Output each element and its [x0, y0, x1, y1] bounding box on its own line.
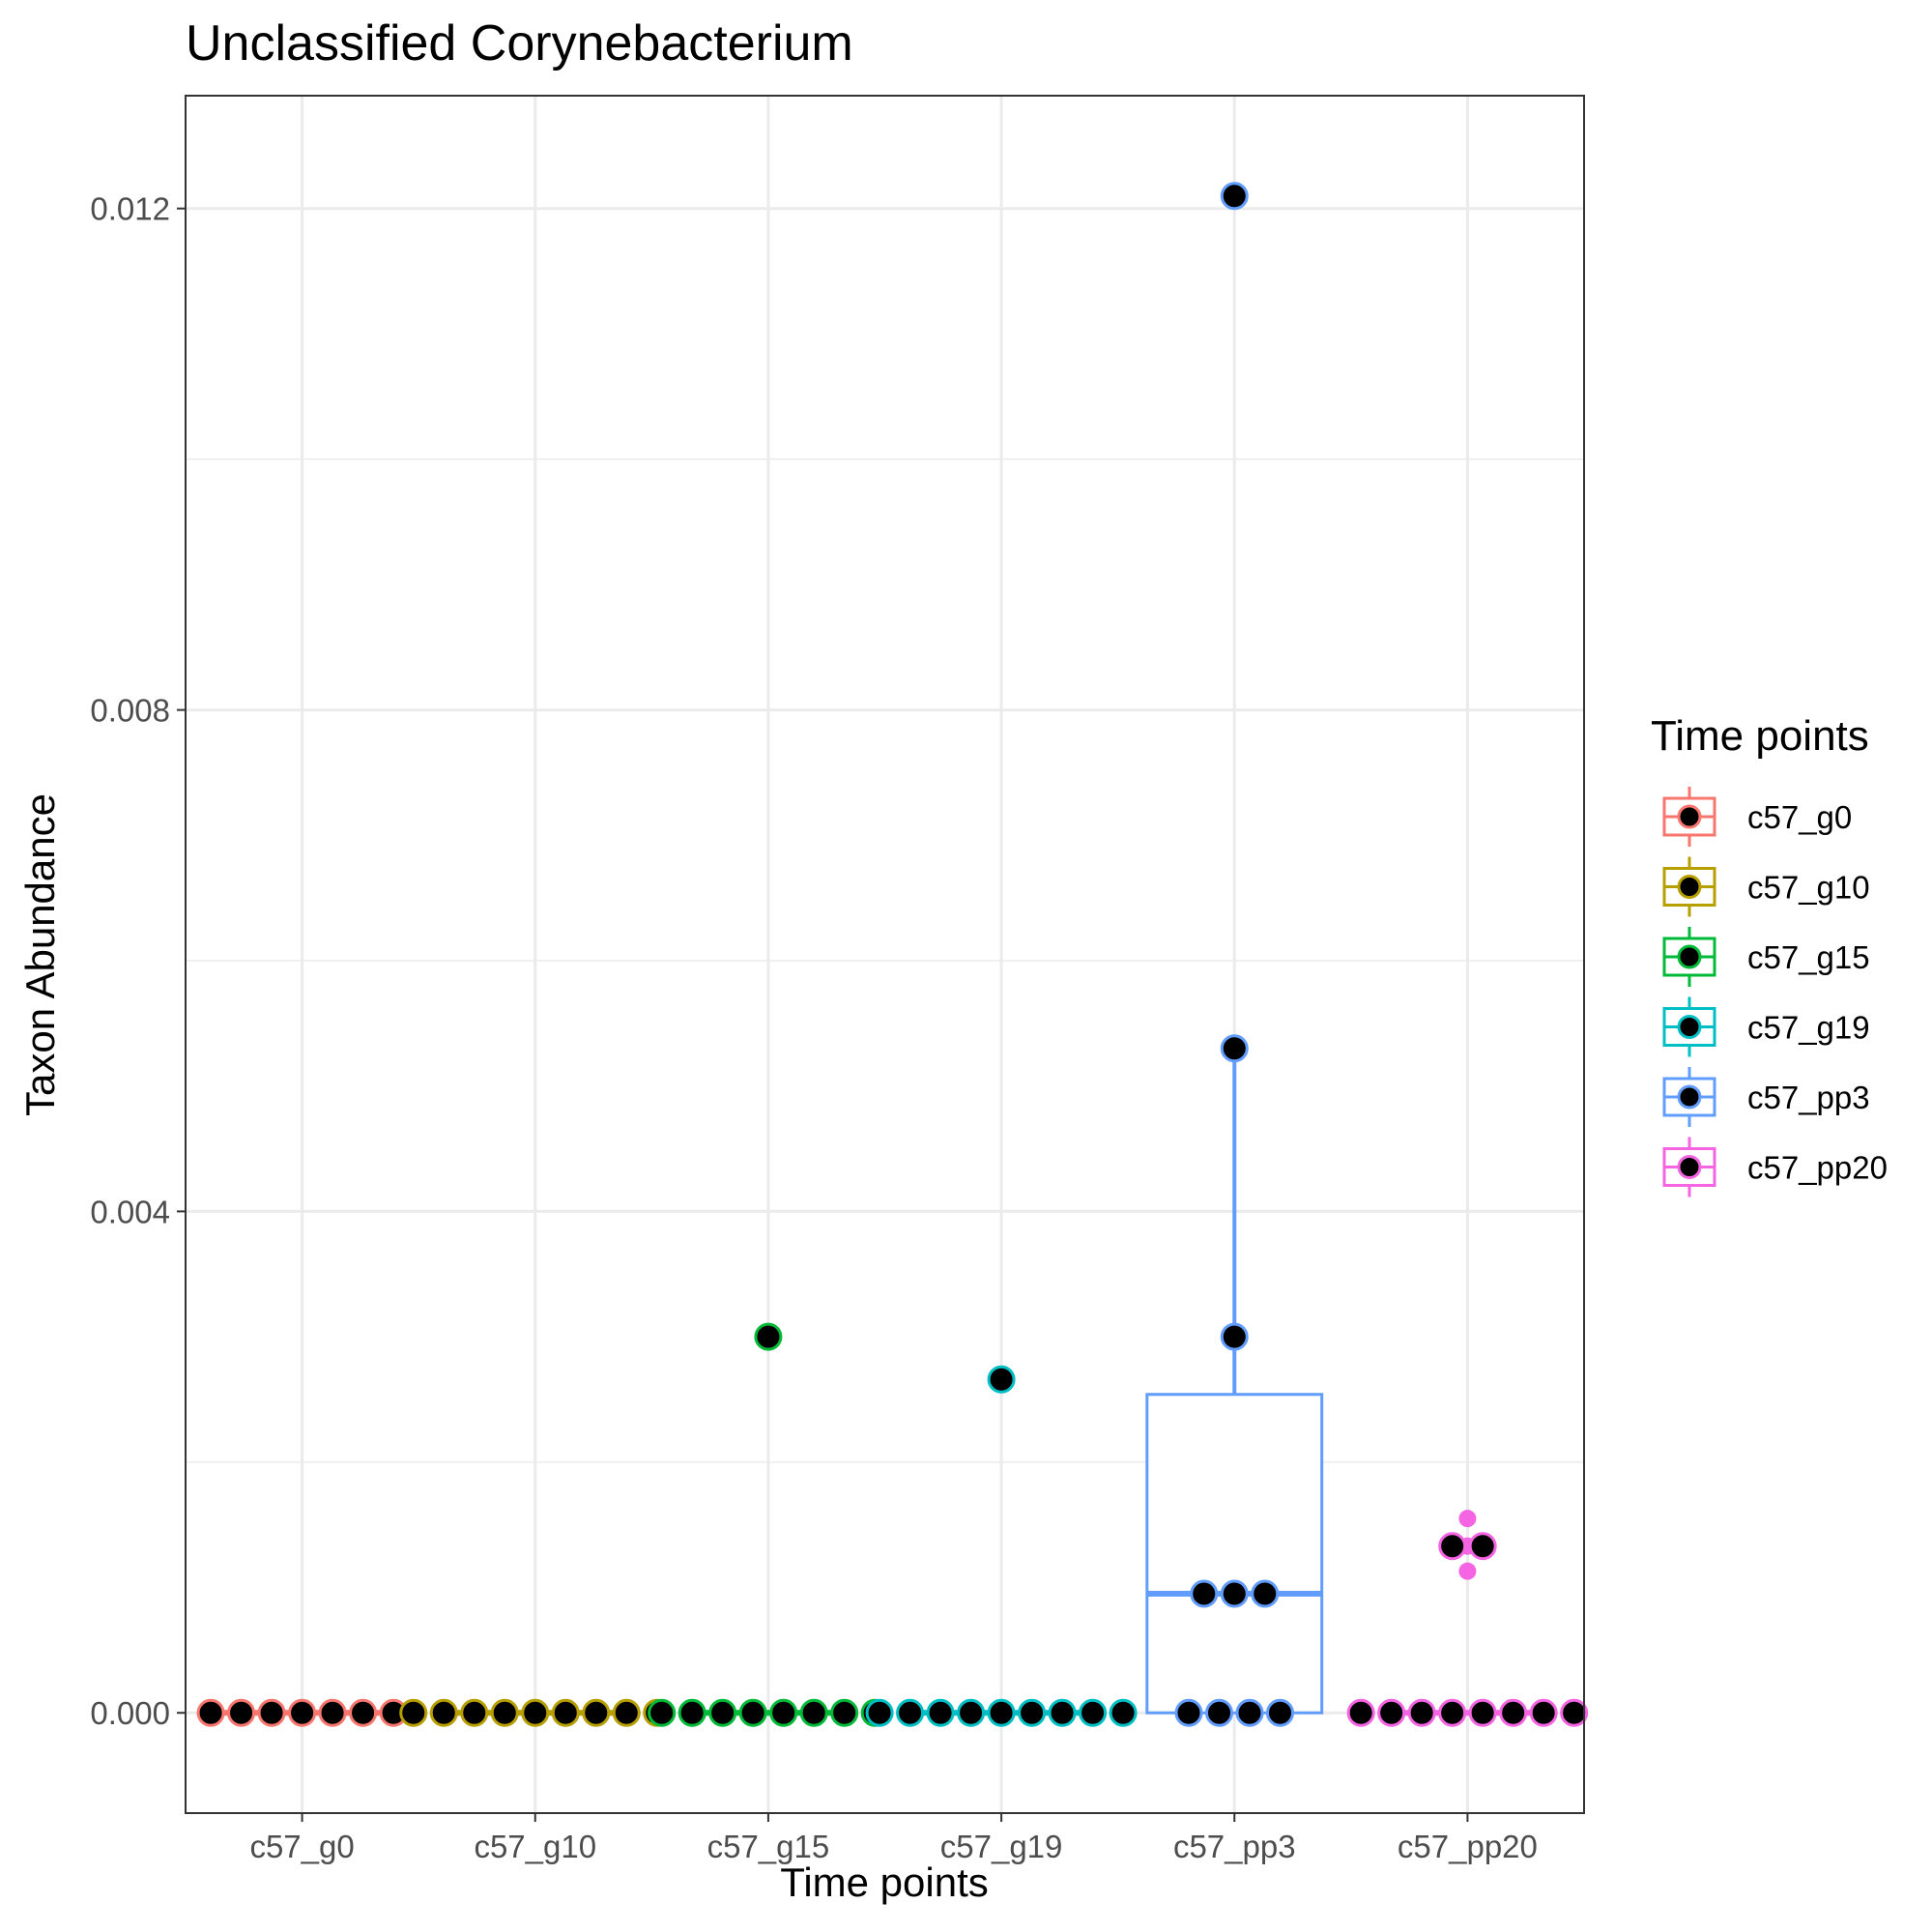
x-tick-label: c57_pp3 — [1173, 1829, 1296, 1864]
plot-panel — [186, 96, 1584, 1813]
data-point-c57_g19 — [926, 1698, 955, 1727]
data-point-c57_pp20 — [1438, 1698, 1467, 1727]
x-tick-label: c57_g10 — [474, 1829, 596, 1864]
legend-label: c57_g10 — [1747, 870, 1870, 906]
data-point-c57_g10 — [551, 1698, 580, 1727]
data-point-c57_pp3 — [1205, 1698, 1233, 1727]
legend-label: c57_g19 — [1747, 1010, 1870, 1046]
box — [1145, 1393, 1324, 1715]
legend-key-point — [1677, 1084, 1702, 1110]
data-point-c57_g0 — [318, 1698, 347, 1727]
y-axis: 0.000 0.004 0.008 0.012 — [90, 191, 186, 1731]
y-tick-label: 0.000 — [90, 1695, 170, 1731]
data-point-c57_g10 — [460, 1698, 489, 1727]
data-point-c57_g10 — [490, 1698, 519, 1727]
data-point-c57_g19 — [865, 1698, 894, 1727]
grid — [186, 96, 1584, 1813]
data-point-c57_g10 — [521, 1698, 550, 1727]
data-point-c57_pp20 — [1468, 1532, 1497, 1561]
data-point-c57_pp20 — [1468, 1698, 1497, 1727]
x-axis: c57_g0 c57_g10 c57_g15 c57_g19 c57_pp3 c57_pp… — [249, 1813, 1538, 1864]
legend-key-point — [1677, 944, 1702, 969]
legend-item-c57_g19: c57_g19 — [1662, 996, 1870, 1057]
y-tick-label: 0.008 — [90, 693, 170, 729]
legend-item-c57_g15: c57_g15 — [1662, 927, 1870, 987]
x-tick-label: c57_g0 — [249, 1829, 354, 1864]
data-points — [196, 182, 1589, 1727]
data-point-c57_g15 — [799, 1698, 828, 1727]
data-point-c57_g15 — [754, 1322, 783, 1351]
legend-key-point — [1677, 875, 1702, 899]
legend-label: c57_g15 — [1747, 939, 1870, 975]
data-point-c57_g15 — [769, 1698, 798, 1727]
data-point-c57_g15 — [678, 1698, 706, 1727]
data-point-c57_g15 — [708, 1698, 737, 1727]
data-point-c57_g19 — [987, 1365, 1016, 1394]
outlier-point — [1458, 1562, 1477, 1580]
x-tick-label: c57_g19 — [940, 1829, 1063, 1864]
outlier-point — [1458, 1510, 1477, 1528]
data-point-c57_g0 — [257, 1698, 286, 1727]
legend-title: Time points — [1651, 712, 1869, 760]
data-point-c57_pp20 — [1560, 1698, 1589, 1727]
data-point-c57_g0 — [349, 1698, 378, 1727]
data-point-c57_pp3 — [1220, 1579, 1249, 1608]
data-point-c57_g0 — [227, 1698, 256, 1727]
data-point-c57_g0 — [288, 1698, 317, 1727]
legend: Time points c57_g0 c57_g10 c57_g15 c57_g19c… — [1651, 712, 1888, 1197]
data-point-c57_g19 — [1018, 1698, 1047, 1727]
data-point-c57_pp3 — [1266, 1698, 1294, 1727]
chart-title: Unclassified Corynebacterium — [186, 15, 853, 72]
data-point-c57_g15 — [830, 1698, 859, 1727]
legend-label: c57_pp20 — [1747, 1150, 1888, 1186]
data-point-c57_g19 — [1048, 1698, 1077, 1727]
x-tick-label: c57_pp20 — [1398, 1829, 1538, 1864]
data-point-c57_pp20 — [1346, 1698, 1375, 1727]
data-point-c57_pp3 — [1220, 1322, 1249, 1351]
data-point-c57_g19 — [987, 1698, 1016, 1727]
legend-item-c57_pp20: c57_pp20 — [1662, 1137, 1888, 1197]
x-axis-title: Time points — [780, 1860, 989, 1905]
legend-key-point — [1677, 1015, 1702, 1039]
data-point-c57_pp20 — [1499, 1698, 1528, 1727]
data-point-c57_g19 — [1079, 1698, 1108, 1727]
data-point-c57_pp3 — [1190, 1579, 1219, 1608]
legend-label: c57_g0 — [1747, 799, 1852, 835]
legend-item-c57_pp3: c57_pp3 — [1662, 1067, 1870, 1127]
data-point-c57_g10 — [399, 1698, 428, 1727]
data-point-c57_pp3 — [1174, 1698, 1203, 1727]
data-point-c57_g15 — [648, 1698, 677, 1727]
y-tick-label: 0.004 — [90, 1194, 170, 1229]
data-point-c57_g19 — [957, 1698, 986, 1727]
y-axis-title: Taxon Abundance — [17, 793, 63, 1116]
data-point-c57_pp3 — [1220, 1034, 1249, 1063]
data-point-c57_g19 — [896, 1698, 925, 1727]
data-point-c57_pp3 — [1235, 1698, 1264, 1727]
boxplot-c57_pp3 — [1145, 187, 1324, 1715]
data-point-c57_pp3 — [1251, 1579, 1280, 1608]
data-point-c57_g0 — [196, 1698, 225, 1727]
data-point-c57_pp20 — [1438, 1532, 1467, 1561]
data-point-c57_g15 — [738, 1698, 767, 1727]
data-point-c57_g10 — [429, 1698, 458, 1727]
data-point-c57_g19 — [1109, 1698, 1138, 1727]
data-point-c57_pp20 — [1529, 1698, 1558, 1727]
plot-panel-border — [185, 95, 1585, 1814]
legend-key-point — [1677, 1155, 1702, 1179]
data-point-c57_pp20 — [1377, 1698, 1406, 1727]
data-point-c57_pp20 — [1407, 1698, 1436, 1727]
data-point-c57_pp3 — [1220, 182, 1249, 211]
data-point-c57_g10 — [582, 1698, 611, 1727]
legend-item-c57_g10: c57_g10 — [1662, 856, 1870, 917]
legend-key-point — [1677, 804, 1702, 829]
data-point-c57_g10 — [612, 1698, 641, 1727]
y-tick-label: 0.012 — [90, 191, 170, 227]
legend-label: c57_pp3 — [1747, 1080, 1870, 1115]
legend-item-c57_g0: c57_g0 — [1662, 787, 1852, 847]
x-tick-label: c57_g15 — [707, 1829, 830, 1864]
